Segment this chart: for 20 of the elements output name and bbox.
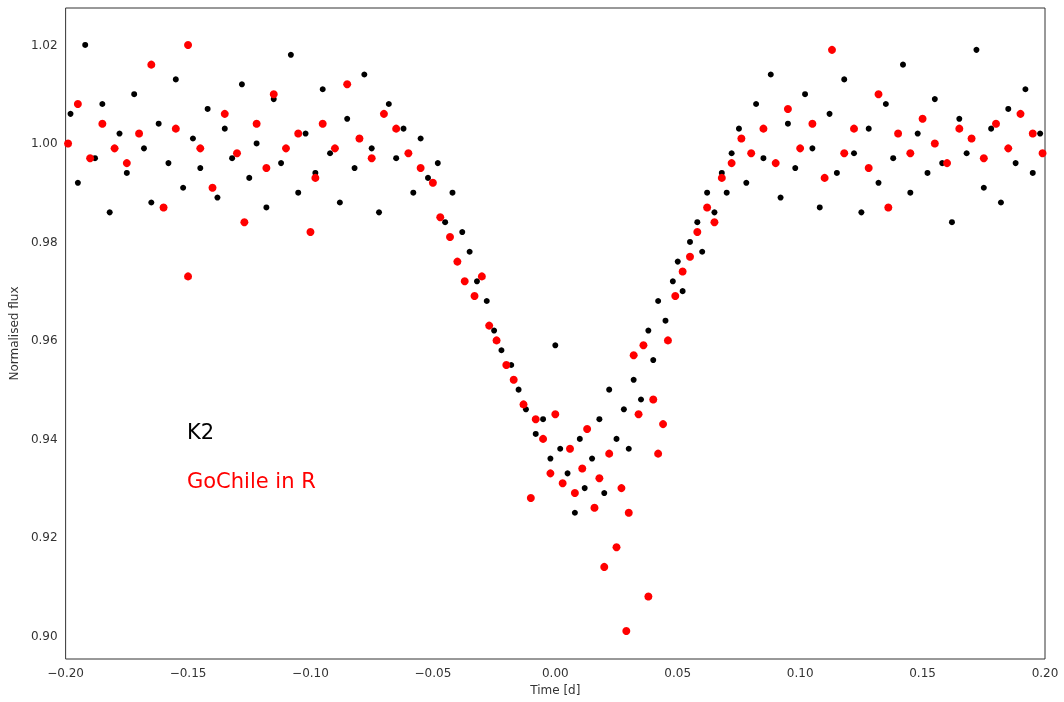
x-tick-label: 0.00 bbox=[541, 666, 569, 680]
text: K2 bbox=[187, 419, 215, 444]
y-tick-label: 1.02 bbox=[30, 37, 58, 52]
y-tick-label: 0.92 bbox=[30, 530, 58, 545]
x-tick-label: 0.15 bbox=[909, 666, 936, 680]
y-tick-label: 0.96 bbox=[30, 333, 58, 348]
x-tick-label: 0.10 bbox=[786, 666, 814, 680]
x-tick-label: −0.20 bbox=[47, 666, 85, 680]
x-axis-title: Time [d] bbox=[529, 682, 581, 697]
x-tick-label: −0.15 bbox=[169, 666, 207, 680]
y-tick-label: 0.90 bbox=[30, 628, 58, 643]
text: GoChile in R bbox=[187, 468, 316, 493]
y-axis-title: Normalised flux bbox=[7, 286, 21, 381]
x-tick-label: 0.20 bbox=[1031, 666, 1059, 680]
x-tick-label: −0.10 bbox=[292, 666, 329, 680]
x-tick-label: 0.05 bbox=[664, 666, 692, 680]
x-tick-label: −0.05 bbox=[414, 666, 452, 680]
y-tick-label: 1.00 bbox=[30, 136, 58, 151]
y-tick-label: 0.98 bbox=[30, 234, 58, 249]
y-tick-label: 0.94 bbox=[30, 431, 58, 446]
